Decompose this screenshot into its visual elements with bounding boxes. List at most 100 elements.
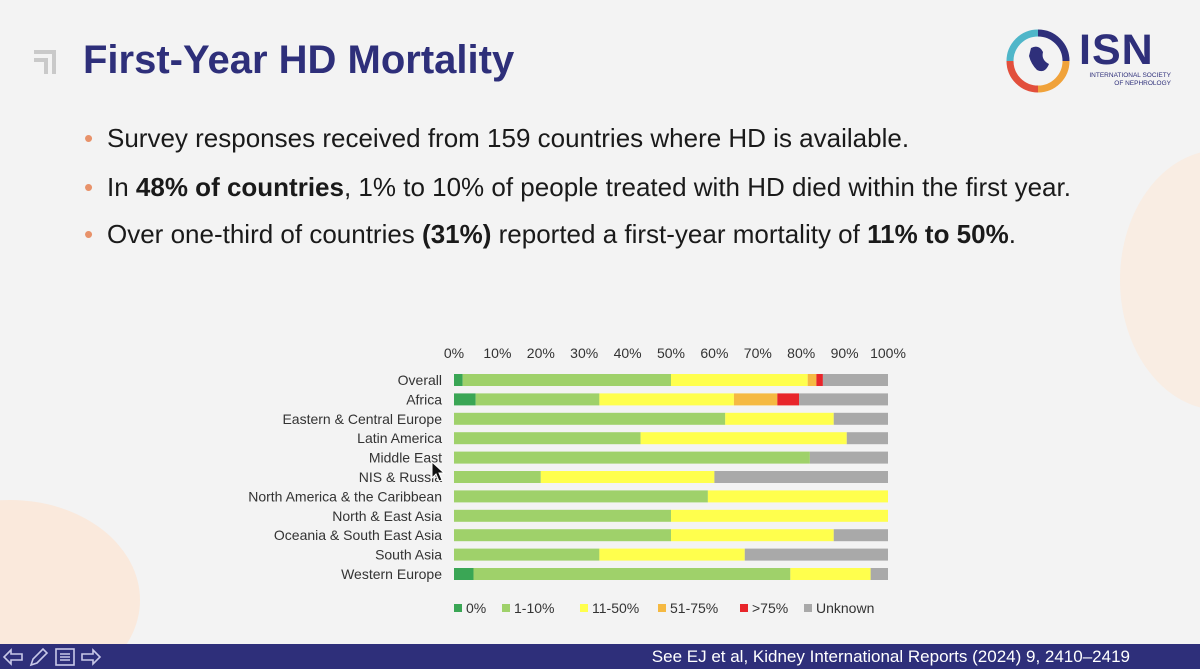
legend-swatch bbox=[804, 604, 812, 612]
x-tick-label: 100% bbox=[870, 345, 906, 361]
legend-swatch bbox=[740, 604, 748, 612]
x-tick-label: 20% bbox=[527, 345, 555, 361]
bullet-dot: • bbox=[84, 219, 94, 249]
bullet-text: In bbox=[107, 172, 136, 202]
category-label: South Asia bbox=[375, 547, 442, 563]
mortality-stacked-bar-chart: 0% 10% 20% 30% 40% 50% 60% 70% 80% 90% 100% Overall… bbox=[248, 345, 906, 616]
bullet-item: • In 48% of countries, 1% to 10% of peopl… bbox=[84, 171, 1124, 204]
bullet-emphasis: 48% of countries bbox=[135, 172, 344, 202]
legend-swatch bbox=[580, 604, 588, 612]
bar-segment bbox=[540, 471, 715, 483]
bar-segment bbox=[454, 451, 810, 464]
bar-segment bbox=[454, 548, 600, 561]
bar-segment bbox=[454, 412, 726, 425]
bar-segment bbox=[462, 374, 671, 386]
x-tick-label: 40% bbox=[614, 345, 642, 361]
category-label: NIS & Russia bbox=[359, 469, 442, 485]
bar-segment bbox=[790, 568, 871, 580]
bar-segment bbox=[671, 374, 808, 386]
bar-segment bbox=[846, 432, 888, 445]
x-tick-label: 30% bbox=[570, 345, 598, 361]
menu-icon[interactable] bbox=[54, 646, 76, 668]
bar-segment bbox=[707, 490, 888, 503]
category-label: North America & the Caribbean bbox=[248, 488, 442, 504]
bar-segment bbox=[454, 393, 476, 406]
bar-segment bbox=[599, 393, 734, 406]
x-tick-label: 0% bbox=[444, 345, 464, 361]
x-tick-label: 70% bbox=[744, 345, 772, 361]
x-tick-label: 50% bbox=[657, 345, 685, 361]
corner-bracket-icon bbox=[34, 50, 56, 74]
category-label: Oceania & South East Asia bbox=[274, 527, 442, 543]
x-tick-label: 80% bbox=[787, 345, 815, 361]
bar-segment bbox=[454, 432, 641, 445]
category-label: Africa bbox=[406, 391, 442, 407]
category-label: Latin America bbox=[357, 430, 442, 446]
legend-label: 51-75% bbox=[670, 600, 718, 616]
bullet-text: reported a first-year mortality of bbox=[491, 219, 868, 249]
bar-segment bbox=[454, 509, 671, 522]
legend-swatch bbox=[502, 604, 510, 612]
next-arrow-icon[interactable] bbox=[80, 646, 102, 668]
bar-segment bbox=[822, 374, 888, 386]
bullet-item: • Survey responses received from 159 coun… bbox=[84, 122, 1124, 155]
bar-segment bbox=[671, 529, 834, 542]
legend-swatch bbox=[658, 604, 666, 612]
bar-segment bbox=[799, 393, 888, 406]
legend-swatch bbox=[454, 604, 462, 612]
bar-segment bbox=[454, 490, 708, 503]
x-tick-label: 10% bbox=[483, 345, 511, 361]
footer-bar bbox=[0, 644, 1200, 669]
legend-label: >75% bbox=[752, 600, 788, 616]
legend-label: 0% bbox=[466, 600, 486, 616]
bar-segment bbox=[777, 393, 800, 406]
bullet-text: Survey responses received from 159 count… bbox=[107, 123, 910, 153]
bar-segment bbox=[833, 412, 888, 425]
bar-segment bbox=[473, 568, 791, 580]
bar-segment bbox=[744, 548, 888, 561]
bar-segment bbox=[640, 432, 847, 445]
legend-label: Unknown bbox=[816, 600, 874, 616]
bar-segment bbox=[475, 393, 600, 406]
category-label: Overall bbox=[398, 372, 442, 388]
category-label: Middle East bbox=[369, 450, 442, 466]
bar-segment bbox=[733, 393, 778, 406]
isn-ring-logo-icon bbox=[1006, 29, 1070, 93]
bar-segment bbox=[714, 471, 888, 483]
logo-subtitle: INTERNATIONAL SOCIETY OF NEPHROLOGY bbox=[1089, 72, 1171, 87]
x-tick-label: 60% bbox=[700, 345, 728, 361]
bullet-item: • Over one-third of countries (31%) repor… bbox=[84, 218, 1124, 251]
bullet-emphasis: 11% to 50% bbox=[867, 219, 1009, 249]
bullet-text: , 1% to 10% of people treated with HD di… bbox=[343, 172, 1071, 202]
bar-segment bbox=[833, 529, 888, 542]
bar-segment bbox=[809, 451, 888, 464]
citation-text: See EJ et al, Kidney International Repor… bbox=[651, 647, 1130, 666]
bullet-text: . bbox=[1008, 219, 1016, 249]
bar-segment bbox=[816, 374, 823, 386]
bar-segment bbox=[454, 568, 474, 580]
bullet-text: Over one-third of countries bbox=[107, 219, 423, 249]
prev-arrow-icon[interactable] bbox=[2, 646, 24, 668]
logo-text: ISN bbox=[1079, 26, 1154, 74]
bar-segment bbox=[870, 568, 888, 580]
bar-segment bbox=[454, 471, 541, 483]
bullet-emphasis: (31%) bbox=[422, 219, 492, 249]
isn-logo: ISN INTERNATIONAL SOCIETY OF NEPHROLOGY bbox=[1005, 26, 1175, 96]
category-label: Western Europe bbox=[341, 566, 442, 582]
slide-title: First-Year HD Mortality bbox=[83, 38, 515, 82]
mouse-cursor-icon bbox=[431, 461, 445, 482]
category-label: North & East Asia bbox=[332, 508, 442, 524]
pen-icon[interactable] bbox=[28, 646, 50, 668]
bar-segment bbox=[454, 374, 463, 386]
category-label: Eastern & Central Europe bbox=[282, 411, 442, 427]
bullet-dot: • bbox=[84, 123, 94, 153]
bullet-dot: • bbox=[84, 172, 94, 202]
x-tick-label: 90% bbox=[831, 345, 859, 361]
legend-label: 1-10% bbox=[514, 600, 554, 616]
bar-segment bbox=[671, 509, 888, 522]
bar-segment bbox=[454, 529, 671, 542]
legend-label: 11-50% bbox=[592, 600, 639, 616]
bar-segment bbox=[807, 374, 817, 386]
bar-segment bbox=[725, 412, 834, 425]
bar-segment bbox=[599, 548, 745, 561]
